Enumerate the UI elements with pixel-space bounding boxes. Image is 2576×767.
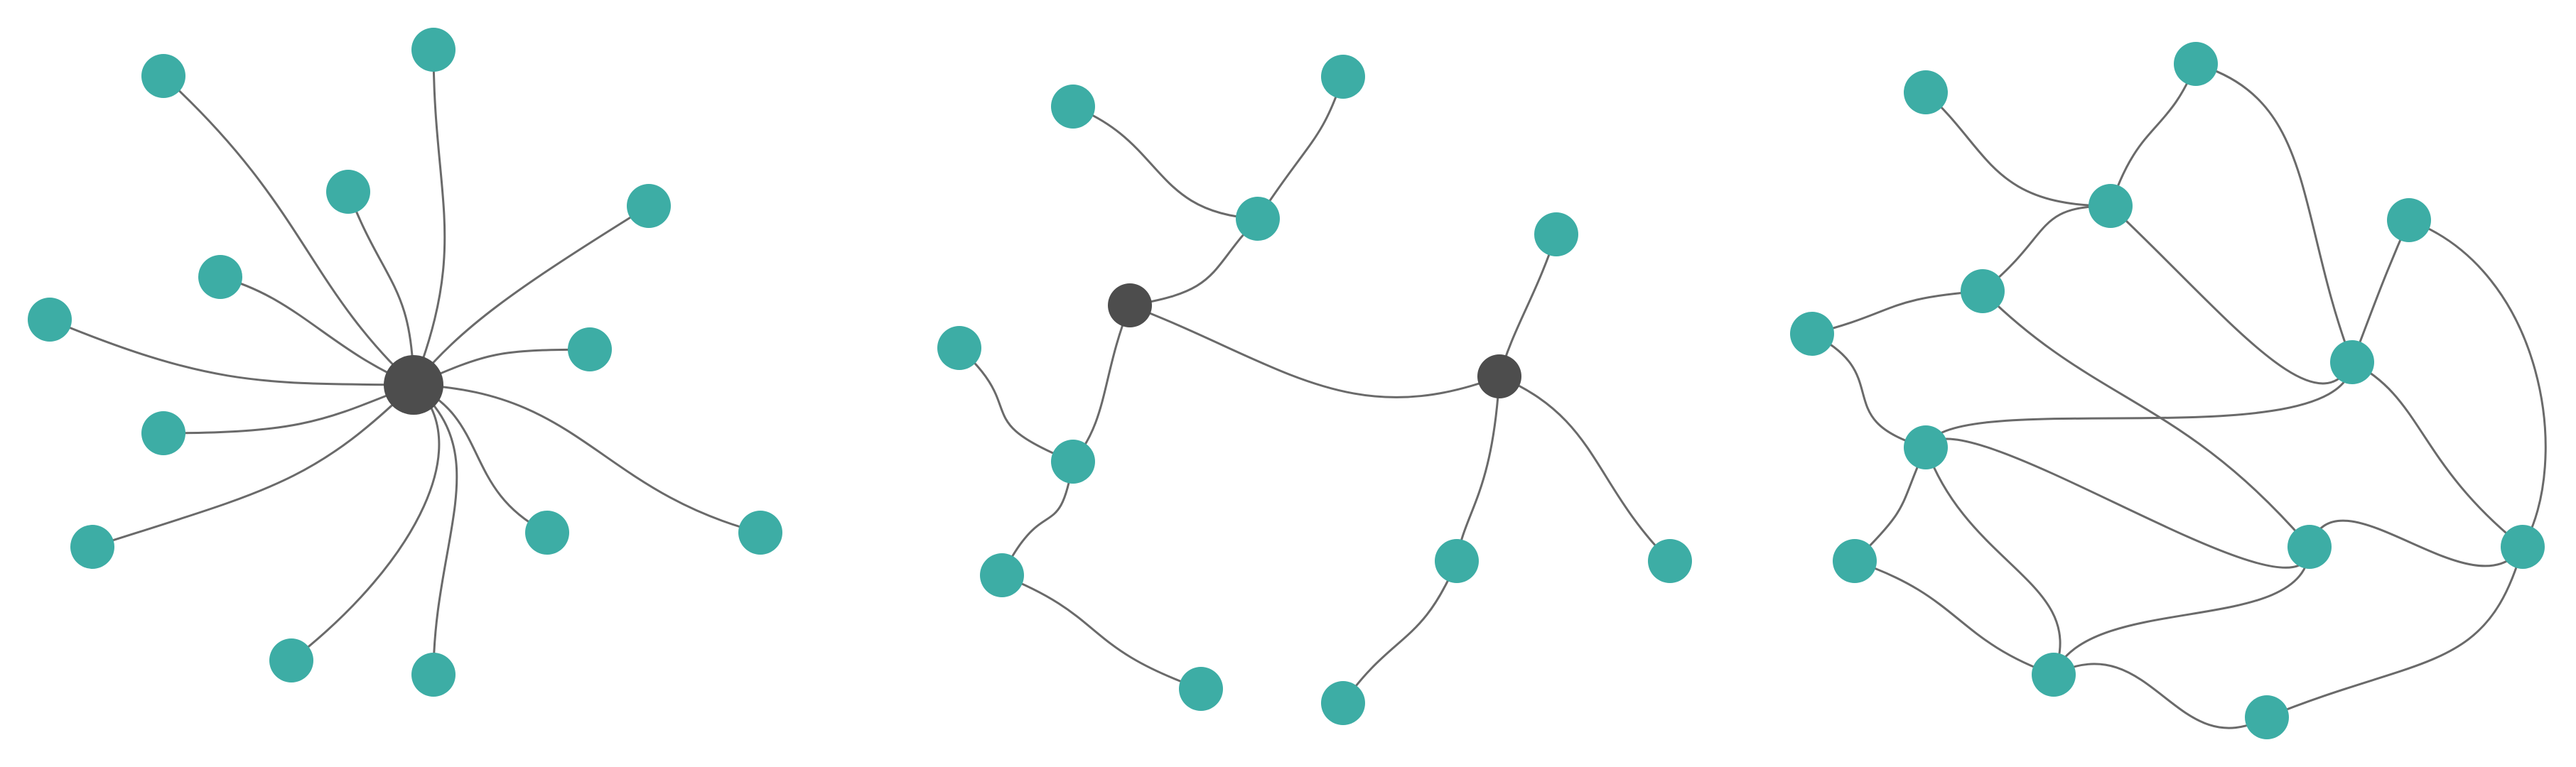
node (198, 255, 242, 299)
edge (2308, 519, 2524, 567)
node (2174, 42, 2218, 86)
node (326, 170, 370, 214)
node (937, 326, 981, 370)
node (738, 511, 782, 555)
edge (2052, 663, 2268, 729)
hub-node (1477, 354, 1521, 398)
node (1904, 425, 1948, 469)
edge (290, 384, 441, 662)
edge (1342, 560, 1458, 705)
edge (1455, 375, 1501, 562)
edge (2194, 62, 2354, 364)
node (141, 411, 185, 455)
edge (1498, 375, 1671, 562)
hub-node (1108, 283, 1152, 327)
edge (1811, 332, 1927, 449)
edge (91, 384, 415, 548)
tree-edges (958, 75, 1671, 705)
edge (412, 205, 650, 386)
node (1051, 440, 1095, 484)
node (525, 511, 569, 555)
node (2089, 184, 2133, 228)
edge (412, 48, 446, 386)
edge (1128, 217, 1259, 307)
edge (1072, 304, 1131, 463)
edge (219, 276, 415, 386)
node (1534, 212, 1578, 256)
edge (2052, 545, 2311, 676)
node (2387, 198, 2431, 242)
node (411, 28, 456, 72)
node (1051, 85, 1095, 129)
edge (162, 75, 415, 386)
edge (1001, 574, 1202, 690)
node (1435, 539, 1479, 583)
edge (1811, 290, 1984, 335)
edge (162, 384, 415, 435)
node (1961, 269, 2005, 313)
panel-mesh-network (1790, 42, 2547, 739)
edge (1128, 304, 1501, 398)
hub-node (384, 355, 443, 415)
edge (1853, 446, 1927, 562)
node (269, 638, 313, 682)
tree-nodes (937, 55, 1692, 725)
node (28, 298, 72, 342)
node (1321, 55, 1365, 99)
node (2287, 525, 2332, 569)
mesh-edges (1811, 62, 2547, 729)
node (1648, 539, 1692, 583)
edge (1924, 446, 2062, 676)
node (627, 184, 671, 228)
edge (48, 318, 415, 386)
node (2330, 340, 2374, 384)
edge (2408, 219, 2547, 548)
edge (1001, 460, 1074, 577)
edge (1853, 560, 2055, 676)
panel-tree-network (937, 55, 1692, 725)
node (70, 525, 114, 569)
node (2245, 695, 2289, 739)
edge (2265, 545, 2524, 719)
edge (1498, 233, 1558, 378)
edge (2109, 205, 2354, 385)
edge (1981, 290, 2311, 548)
edge (1924, 437, 2311, 569)
node (2501, 525, 2545, 569)
edge (1924, 91, 2112, 207)
node (1321, 681, 1365, 725)
edge (2351, 361, 2524, 548)
star-nodes (28, 28, 782, 697)
panel-star-network (28, 28, 782, 697)
node (1236, 197, 1280, 241)
edge (412, 384, 762, 534)
mesh-nodes (1790, 42, 2545, 739)
edge (1256, 75, 1344, 220)
edge (1981, 205, 2112, 293)
node (1790, 312, 1834, 356)
edge (958, 347, 1074, 463)
node (141, 54, 185, 98)
edge (2109, 62, 2197, 207)
node (1179, 667, 1223, 711)
node (568, 327, 612, 371)
edge (2351, 219, 2410, 364)
node (1833, 539, 1877, 583)
node (980, 553, 1024, 597)
node (1904, 70, 1948, 114)
edge (412, 384, 549, 534)
edge (347, 190, 415, 386)
node (411, 653, 456, 697)
node (2032, 653, 2076, 697)
edge (412, 384, 458, 676)
edge (1072, 105, 1259, 220)
edge (1924, 361, 2354, 449)
